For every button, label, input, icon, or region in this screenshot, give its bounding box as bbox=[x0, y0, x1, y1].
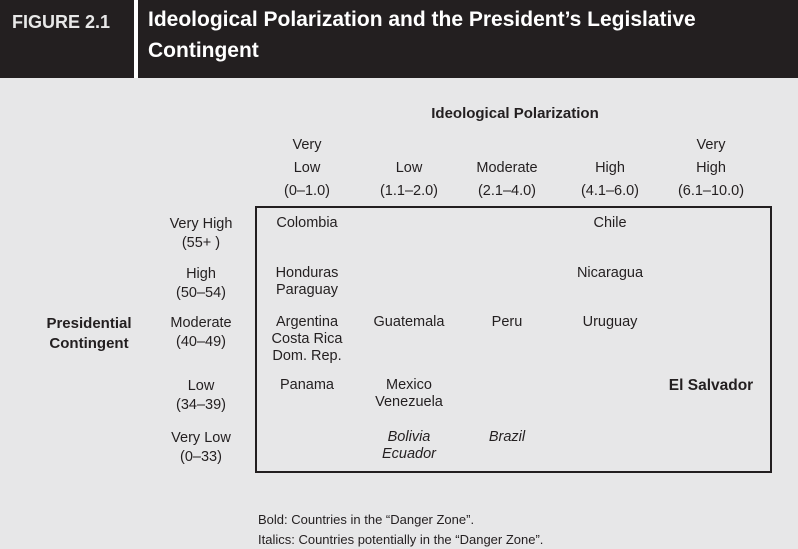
row-label: (34–39) bbox=[176, 397, 226, 413]
column-header: Moderate bbox=[476, 160, 538, 176]
cell-text: Guatemala bbox=[373, 314, 445, 330]
row-label: Very High bbox=[169, 216, 233, 232]
header-divider bbox=[134, 0, 138, 78]
column-header: (6.1–10.0) bbox=[677, 183, 745, 199]
column-header: Very bbox=[292, 137, 322, 153]
row-label: (40–49) bbox=[176, 334, 226, 350]
column-title: Ideological Polarization bbox=[431, 105, 599, 122]
cell-text: Honduras bbox=[275, 265, 339, 281]
header-bar bbox=[0, 0, 798, 78]
figure-label: FIGURE 2.1 bbox=[12, 12, 111, 32]
column-header: High bbox=[696, 160, 726, 176]
cell-text: Dom. Rep. bbox=[272, 348, 342, 364]
figure-title: Ideological Polarization and the Preside… bbox=[148, 8, 696, 31]
row-label: Very Low bbox=[171, 430, 231, 446]
cell-text: Nicaragua bbox=[576, 265, 644, 281]
figure-title: Contingent bbox=[148, 39, 259, 62]
row-title: Contingent bbox=[49, 335, 129, 352]
cell-text: Brazil bbox=[488, 429, 526, 445]
row-label: (50–54) bbox=[176, 285, 226, 301]
row-label: Moderate bbox=[170, 315, 232, 331]
cell-text: Panama bbox=[279, 377, 334, 393]
column-header: Low bbox=[293, 160, 321, 176]
note: Italics: Countries potentially in the “D… bbox=[258, 532, 544, 547]
column-header: (0–1.0) bbox=[284, 183, 330, 199]
cell-text: Argentina bbox=[275, 314, 339, 330]
cell-text: Paraguay bbox=[275, 282, 339, 298]
column-header: High bbox=[595, 160, 625, 176]
cell-text: Uruguay bbox=[582, 314, 638, 330]
row-title: Presidential bbox=[46, 315, 132, 332]
cell-text: Mexico bbox=[386, 377, 432, 393]
row-label: (0–33) bbox=[180, 449, 222, 465]
row-label: (55+ ) bbox=[181, 235, 221, 251]
cell-text: Bolivia bbox=[387, 429, 431, 445]
cell-text: El Salvador bbox=[668, 377, 754, 394]
column-header: (1.1–2.0) bbox=[379, 183, 439, 199]
column-header: (4.1–6.0) bbox=[580, 183, 640, 199]
cell-text: Colombia bbox=[276, 215, 338, 231]
row-label: Low bbox=[187, 378, 215, 394]
cell-text: Venezuela bbox=[375, 394, 443, 410]
cell-text: Chile bbox=[593, 215, 627, 231]
cell-text: Costa Rica bbox=[271, 331, 343, 347]
column-header: Low bbox=[395, 160, 423, 176]
note: Bold: Countries in the “Danger Zone”. bbox=[258, 512, 475, 527]
cell-text: Peru bbox=[491, 314, 523, 330]
table-frame bbox=[255, 206, 772, 473]
cell-text: Ecuador bbox=[381, 446, 436, 462]
column-header: Very bbox=[696, 137, 726, 153]
row-label: High bbox=[186, 266, 216, 282]
column-header: (2.1–4.0) bbox=[477, 183, 537, 199]
